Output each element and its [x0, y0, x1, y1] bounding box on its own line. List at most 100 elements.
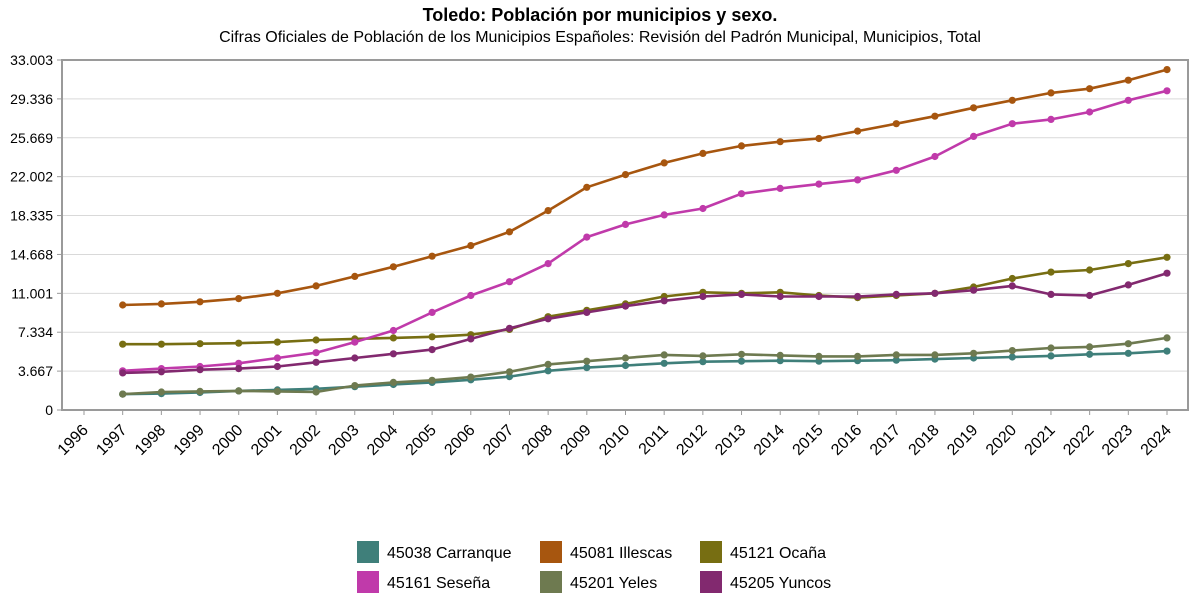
data-point[interactable]: [119, 301, 127, 309]
data-point[interactable]: [1163, 269, 1171, 277]
data-point[interactable]: [776, 138, 784, 146]
data-point[interactable]: [505, 228, 514, 236]
data-point[interactable]: [931, 289, 939, 297]
data-point[interactable]: [467, 335, 475, 343]
data-point[interactable]: [699, 292, 707, 301]
data-point[interactable]: [235, 295, 243, 303]
data-point[interactable]: [157, 300, 165, 308]
data-point[interactable]: [699, 358, 707, 366]
data-point[interactable]: [119, 390, 127, 398]
data-point[interactable]: [1008, 353, 1016, 361]
data-point[interactable]: [621, 220, 630, 228]
data-point[interactable]: [467, 242, 475, 250]
data-point[interactable]: [621, 171, 630, 179]
data-point[interactable]: [660, 351, 668, 359]
data-point[interactable]: [273, 289, 281, 297]
data-point[interactable]: [196, 298, 204, 306]
data-point[interactable]: [1047, 290, 1055, 298]
data-point[interactable]: [1086, 266, 1094, 274]
data-point[interactable]: [544, 260, 552, 268]
data-point[interactable]: [621, 354, 630, 362]
data-point[interactable]: [1086, 85, 1094, 93]
data-point[interactable]: [892, 356, 900, 364]
data-point[interactable]: [583, 183, 591, 191]
data-point[interactable]: [1124, 340, 1132, 348]
data-point[interactable]: [931, 112, 939, 120]
data-point[interactable]: [157, 388, 165, 396]
data-point[interactable]: [1124, 281, 1132, 289]
data-point[interactable]: [737, 190, 746, 198]
data-point[interactable]: [428, 333, 436, 341]
data-point[interactable]: [1086, 350, 1094, 358]
data-point[interactable]: [854, 127, 862, 135]
data-point[interactable]: [1163, 66, 1171, 74]
data-point[interactable]: [544, 207, 552, 215]
legend-item-45081-illescas[interactable]: 45081 Illescas: [540, 541, 672, 563]
data-point[interactable]: [544, 367, 552, 375]
data-point[interactable]: [273, 354, 281, 362]
data-point[interactable]: [699, 352, 707, 360]
legend-item-45161-sese-a[interactable]: 45161 Seseña: [357, 571, 490, 593]
data-point[interactable]: [505, 278, 514, 286]
data-point[interactable]: [815, 352, 823, 360]
data-point[interactable]: [970, 132, 978, 140]
data-point[interactable]: [931, 152, 939, 161]
data-point[interactable]: [1124, 76, 1132, 84]
data-point[interactable]: [389, 350, 397, 358]
data-point[interactable]: [1124, 96, 1132, 104]
data-point[interactable]: [660, 159, 668, 167]
data-point[interactable]: [351, 382, 359, 390]
data-point[interactable]: [699, 204, 707, 213]
data-point[interactable]: [273, 362, 281, 371]
legend-item-45205-yuncos[interactable]: 45205 Yuncos: [700, 571, 831, 593]
data-point[interactable]: [1047, 89, 1055, 97]
data-point[interactable]: [1047, 344, 1055, 352]
data-point[interactable]: [119, 369, 127, 377]
data-point[interactable]: [1008, 274, 1016, 283]
data-point[interactable]: [854, 352, 862, 360]
data-point[interactable]: [544, 360, 552, 368]
data-point[interactable]: [1008, 96, 1016, 104]
data-point[interactable]: [467, 373, 475, 381]
data-point[interactable]: [776, 184, 784, 192]
data-point[interactable]: [544, 315, 552, 323]
data-point[interactable]: [467, 291, 475, 300]
data-point[interactable]: [157, 340, 165, 348]
data-point[interactable]: [235, 359, 243, 367]
data-point[interactable]: [428, 346, 436, 354]
data-point[interactable]: [1047, 268, 1055, 276]
data-point[interactable]: [389, 378, 397, 386]
data-point[interactable]: [1086, 343, 1094, 351]
data-point[interactable]: [1008, 120, 1016, 128]
data-point[interactable]: [1163, 87, 1171, 95]
data-point[interactable]: [737, 142, 746, 150]
data-point[interactable]: [389, 326, 397, 335]
data-point[interactable]: [737, 290, 746, 298]
data-point[interactable]: [235, 339, 243, 347]
data-point[interactable]: [854, 292, 862, 301]
data-point[interactable]: [235, 365, 243, 373]
data-point[interactable]: [776, 292, 784, 301]
data-point[interactable]: [273, 387, 281, 395]
data-point[interactable]: [660, 297, 668, 305]
data-point[interactable]: [428, 376, 436, 384]
data-point[interactable]: [970, 286, 978, 294]
data-point[interactable]: [970, 104, 978, 112]
data-point[interactable]: [583, 233, 591, 241]
data-point[interactable]: [776, 351, 784, 359]
data-point[interactable]: [737, 350, 746, 358]
data-point[interactable]: [854, 176, 862, 184]
data-point[interactable]: [1163, 253, 1171, 261]
data-point[interactable]: [119, 340, 127, 348]
data-point[interactable]: [931, 351, 939, 359]
data-point[interactable]: [815, 134, 823, 143]
data-point[interactable]: [505, 324, 514, 332]
data-point[interactable]: [428, 308, 436, 316]
data-point[interactable]: [312, 358, 320, 366]
data-point[interactable]: [505, 368, 514, 376]
data-point[interactable]: [621, 361, 630, 370]
data-point[interactable]: [196, 366, 204, 374]
data-point[interactable]: [351, 272, 359, 280]
legend-item-45121-oca-a[interactable]: 45121 Ocaña: [700, 541, 826, 563]
data-point[interactable]: [1047, 352, 1055, 360]
